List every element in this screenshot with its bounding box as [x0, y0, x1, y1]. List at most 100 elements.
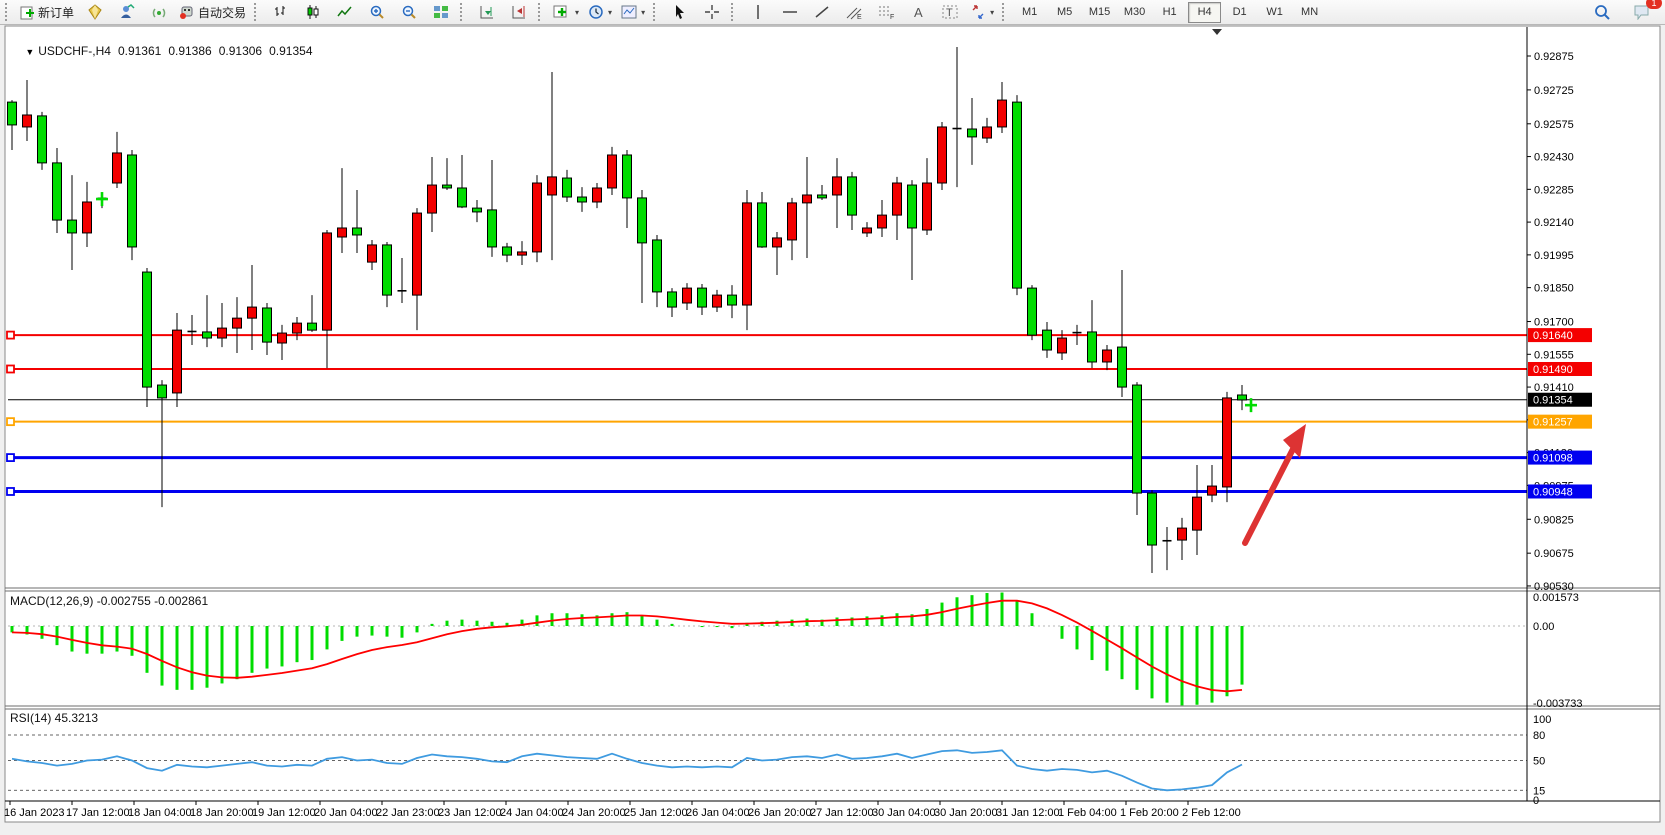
- toolbar-grip[interactable]: [653, 3, 660, 21]
- price-tick: 0.91700: [1534, 317, 1574, 329]
- timeframe-button-D1[interactable]: D1: [1232, 6, 1247, 18]
- timeframe-button-M15[interactable]: M15: [1088, 6, 1111, 18]
- candle-bear: [727, 294, 737, 306]
- toolbar-grip[interactable]: [538, 3, 545, 21]
- svg-text:0.91098: 0.91098: [1533, 453, 1573, 465]
- price-tick: 0.92285: [1534, 184, 1574, 196]
- candle-bull: [772, 237, 782, 248]
- candle-bull: [1207, 485, 1217, 496]
- price-tick: 0.91410: [1534, 382, 1574, 394]
- candle-bull: [547, 176, 557, 196]
- vertical-line-icon[interactable]: [742, 1, 773, 24]
- hline-anchor: [6, 364, 15, 374]
- periods-clock-icon[interactable]: ▾: [584, 1, 616, 24]
- timeframe-button-M30[interactable]: M30: [1123, 6, 1146, 18]
- toolbar-grip[interactable]: [254, 3, 261, 21]
- tile-windows-icon[interactable]: [425, 1, 456, 24]
- toolbar-grip[interactable]: [5, 3, 12, 21]
- rsi-axis-label: 100: [1533, 714, 1551, 726]
- chart-shift-icon[interactable]: [503, 1, 534, 24]
- auto-scroll-icon[interactable]: [471, 1, 502, 24]
- trend-arrow[interactable]: [1242, 424, 1306, 546]
- timeframe-button-M1[interactable]: M1: [1021, 6, 1038, 18]
- candle-bull: [22, 114, 32, 128]
- candle-bull: [922, 182, 932, 231]
- timeframe-button-M5[interactable]: M5: [1056, 6, 1073, 18]
- price-tick: 0.92575: [1534, 119, 1574, 131]
- candle-bull: [892, 182, 902, 216]
- candle-bull: [277, 332, 287, 344]
- svg-text:T: T: [946, 7, 953, 19]
- candle-bear: [472, 207, 482, 213]
- signal-icon[interactable]: [143, 1, 174, 24]
- template-icon[interactable]: ▾: [617, 1, 649, 24]
- price-tick: 0.91995: [1534, 250, 1574, 262]
- candle-bear: [262, 307, 272, 343]
- svg-text:0.91640: 0.91640: [1533, 330, 1573, 342]
- arrows-icon[interactable]: ▾: [966, 1, 998, 24]
- line-chart-icon[interactable]: [329, 1, 360, 24]
- toolbar-grip[interactable]: [1002, 3, 1009, 21]
- zoom-in-icon[interactable]: [361, 1, 392, 24]
- toolbar-grip[interactable]: [731, 3, 738, 21]
- timeframe-button-H4[interactable]: H4: [1188, 1, 1222, 23]
- bar-chart-icon[interactable]: [265, 1, 296, 24]
- candle-bear: [142, 271, 152, 388]
- time-tick-label: 18 Jan 20:00: [190, 807, 254, 819]
- candle-bear: [757, 202, 767, 248]
- candle-bull: [997, 99, 1007, 128]
- text-icon[interactable]: A: [902, 1, 933, 24]
- horizontal-line-icon[interactable]: [774, 1, 805, 24]
- candle-bear: [1132, 384, 1142, 494]
- candle-bear: [1237, 394, 1247, 401]
- candle-bull: [367, 244, 377, 263]
- channel-icon[interactable]: E: [838, 1, 869, 24]
- svg-text:F: F: [890, 14, 894, 20]
- candle-bear: [37, 115, 47, 164]
- toolbar-grip[interactable]: [460, 3, 467, 21]
- trendline-icon[interactable]: [806, 1, 837, 24]
- candle-bear: [457, 187, 467, 208]
- profile-chart-icon[interactable]: [111, 1, 142, 24]
- time-tick-label: 1 Feb 04:00: [1058, 807, 1117, 819]
- hline-anchor: [6, 330, 15, 340]
- price-tick: 0.92140: [1534, 217, 1574, 229]
- candle-bear: [577, 196, 587, 203]
- price-label-box-0.91640: 0.91640: [1528, 328, 1592, 343]
- timeframe-button-W1[interactable]: W1: [1266, 6, 1283, 18]
- candle-bull: [832, 176, 842, 196]
- candle-bull: [1222, 397, 1232, 488]
- hline-anchor: [6, 417, 15, 427]
- new-order-button[interactable]: 新订单: [16, 2, 78, 23]
- time-tick-label: 24 Jan 20:00: [562, 807, 626, 819]
- svg-text:E: E: [857, 14, 862, 20]
- chart-header[interactable]: ▼ USDCHF-,H4 0.91361 0.91386 0.91306 0.91354: [12, 30, 313, 72]
- candle-bull: [247, 306, 257, 319]
- candle-bear: [697, 287, 707, 308]
- chat-icon[interactable]: 1: [1626, 0, 1662, 24]
- add-indicator-icon[interactable]: ▾: [549, 1, 583, 24]
- candlestick-chart-icon[interactable]: [297, 1, 328, 24]
- macd-axis-label: 0.00: [1533, 621, 1554, 633]
- gem-icon[interactable]: [79, 1, 110, 24]
- plus-marker: [1245, 398, 1257, 413]
- chart-dropdown-icon[interactable]: ▼: [25, 47, 35, 57]
- candle-bull: [1192, 496, 1202, 531]
- auto-trading-button[interactable]: 自动交易: [175, 2, 250, 23]
- crosshair-icon[interactable]: [696, 1, 727, 24]
- timeframe-button-MN[interactable]: MN: [1301, 6, 1319, 18]
- fibonacci-icon[interactable]: F: [870, 1, 901, 24]
- timeframe-button-H1[interactable]: H1: [1162, 6, 1177, 18]
- candle-bear: [907, 184, 917, 229]
- time-tick-label: 19 Jan 12:00: [252, 807, 316, 819]
- hline-objects: [6, 330, 1527, 496]
- svg-text:0.91354: 0.91354: [1533, 395, 1573, 407]
- zoom-out-icon[interactable]: [393, 1, 424, 24]
- cursor-icon[interactable]: [664, 1, 695, 24]
- ohlc-close: 0.91354: [269, 44, 313, 58]
- ohlc-low: 0.91306: [218, 44, 263, 58]
- search-icon[interactable]: [1587, 1, 1618, 24]
- label-icon[interactable]: T: [934, 1, 965, 24]
- time-tick-label: 25 Jan 12:00: [624, 807, 688, 819]
